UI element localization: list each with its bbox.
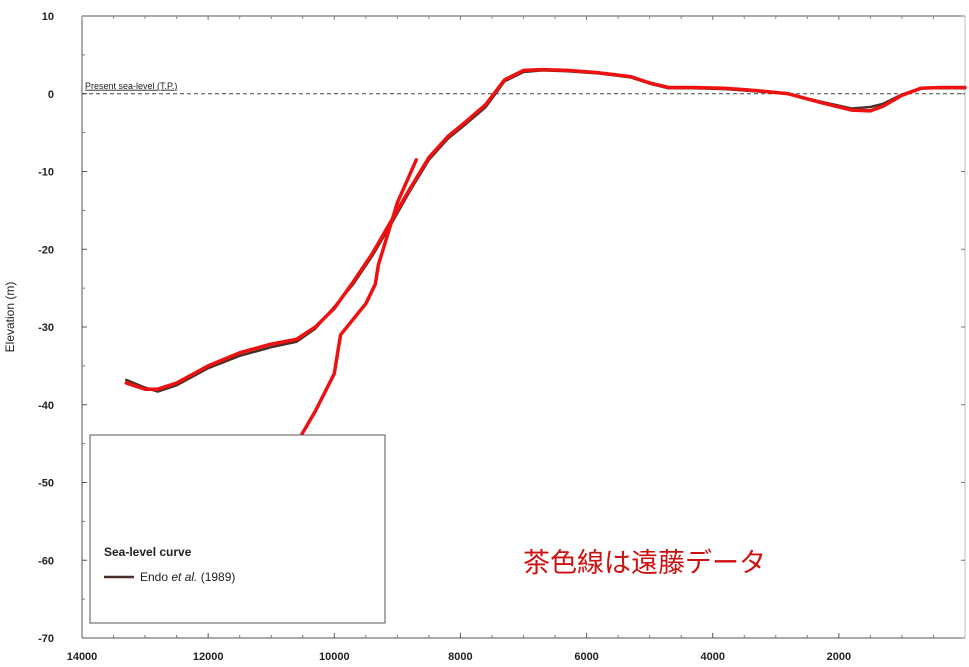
x-tick-label: 6000	[574, 651, 598, 663]
series-red-line-2	[275, 158, 419, 475]
y-tick-label: -20	[38, 244, 54, 256]
x-tick-label: 8000	[448, 651, 472, 663]
annotation-text: 茶色線は遠藤データ	[523, 548, 766, 579]
legend-entry-italic: et al.	[171, 570, 197, 584]
y-tick-label: -70	[38, 633, 54, 645]
legend-entry-label: Endo et al. (1989)	[140, 570, 235, 584]
x-tick-label: 2000	[827, 651, 851, 663]
annotation-background	[478, 540, 918, 580]
legend-entry-suffix: (1989)	[197, 570, 235, 584]
y-tick-label: 10	[42, 11, 54, 23]
series-red-line-1	[124, 67, 967, 391]
y-axis-label: Elevation (m)	[3, 282, 17, 353]
x-tick-label: 4000	[700, 651, 724, 663]
legend-entry-prefix: Endo	[140, 570, 171, 584]
y-tick-label: -10	[38, 167, 54, 179]
x-tick-label: 14000	[67, 651, 98, 663]
x-tick-label: 12000	[193, 651, 224, 663]
legend-box	[89, 434, 386, 624]
y-tick-label: -40	[38, 400, 54, 412]
y-tick-label: -30	[38, 322, 54, 334]
y-tick-label: -50	[38, 478, 54, 490]
legend-title: Sea-level curve	[104, 545, 192, 559]
y-tick-label: 0	[48, 89, 54, 101]
reference-line-label: Present sea-level (T.P.)	[85, 81, 177, 91]
y-tick-label: -60	[38, 555, 54, 567]
x-tick-label: 10000	[319, 651, 350, 663]
